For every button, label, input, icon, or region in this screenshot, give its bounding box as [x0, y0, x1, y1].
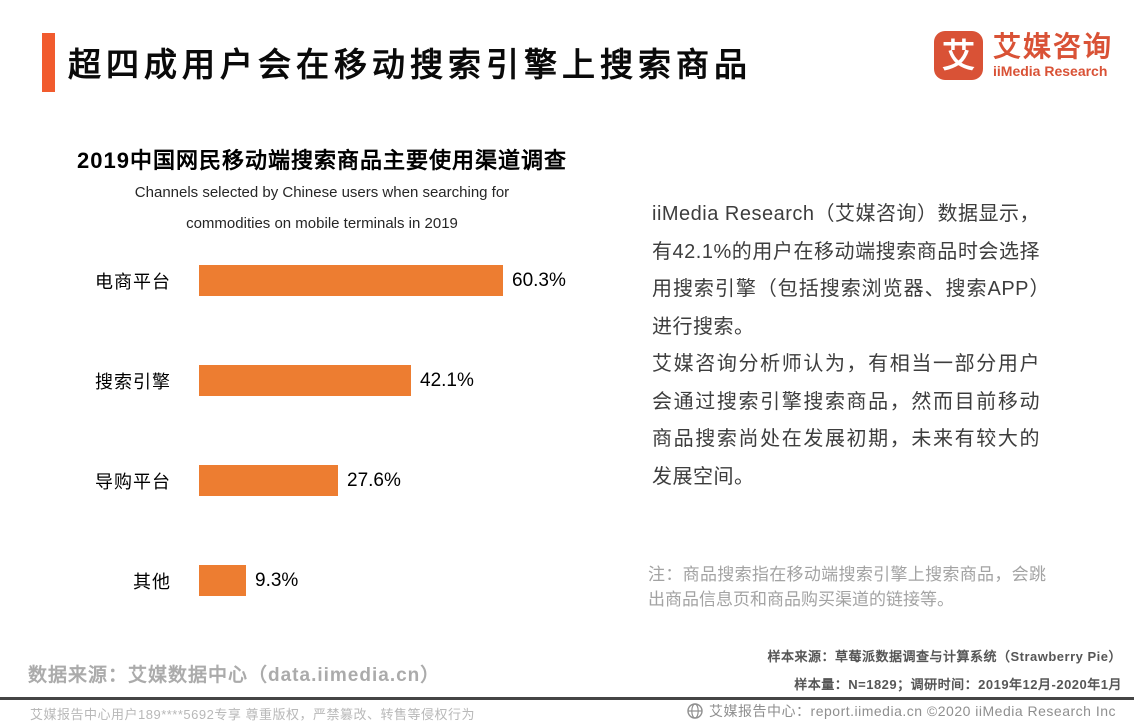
chart-subtitle-line-1: Channels selected by Chinese users when …	[134, 184, 510, 201]
brand-name-en: iiMedia Research	[993, 62, 1108, 79]
data-source-line: 数据来源：艾媒数据中心（data.iimedia.cn）	[28, 665, 441, 686]
analysis-paragraph-2: 艾媒咨询分析师认为，有相当一部分用户会通过搜索引擎搜索商品，然而目前移动商品搜索…	[652, 353, 1040, 488]
brand-logo: 艾 艾媒咨询 iiMedia Research	[934, 31, 1113, 80]
footer-brand-text: 艾媒报告中心：report.iimedia.cn ©2020 iiMedia R…	[709, 703, 1116, 719]
chart-row: 电商平台 60.3%	[0, 265, 620, 296]
footnote: 注：商品搜索指在移动端搜索引擎上搜索商品，会跳出商品信息页和商品购买渠道的链接等…	[648, 565, 1046, 609]
bar-category-label: 其他	[133, 571, 171, 592]
sample-source-line: 样本来源：草莓派数据调查与计算系统（Strawberry Pie）	[767, 649, 1122, 664]
analysis-paragraph-1: iiMedia Research（艾媒咨询）数据显示，有42.1%的用户在移动端…	[652, 203, 1041, 338]
footer-divider	[0, 697, 1134, 700]
chart-title: 2019中国网民移动端搜索商品主要使用渠道调查	[77, 148, 567, 173]
iimedia-logo-icon: 艾	[934, 31, 983, 80]
page-title: 超四成用户会在移动搜索引擎上搜索商品	[68, 46, 752, 83]
brand-name-cn: 艾媒咨询	[993, 30, 1114, 62]
chart-subtitle-en: Channels selected by Chinese users when …	[62, 177, 582, 239]
bar-value-label: 60.3%	[512, 269, 566, 291]
bar-category-label: 搜索引擎	[95, 371, 171, 392]
bar-value-label: 9.3%	[255, 569, 299, 591]
analysis-text: iiMedia Research（艾媒咨询）数据显示，有42.1%的用户在移动端…	[652, 196, 1040, 496]
title-accent-bar	[42, 33, 55, 92]
chart-row: 其他 9.3%	[0, 565, 620, 596]
brand-logo-text: 艾媒咨询 iiMedia Research	[993, 30, 1114, 80]
bar	[199, 265, 503, 296]
bar	[199, 465, 338, 496]
bar-category-label: 电商平台	[95, 271, 171, 292]
bar	[199, 565, 246, 596]
footer-brand-line: 艾媒报告中心：report.iimedia.cn ©2020 iiMedia R…	[687, 701, 1116, 721]
bar-chart: 电商平台 60.3% 搜索引擎 42.1% 导购平台 27.6% 其他 9.3%	[0, 265, 620, 605]
footer-watermark: 艾媒报告中心用户189****5692专享 尊重版权，严禁篡改、转售等侵权行为	[30, 707, 475, 722]
bar-category-label: 导购平台	[95, 471, 171, 492]
chart-subtitle-line-2: commodities on mobile terminals in 2019	[186, 215, 458, 232]
bar	[199, 365, 411, 396]
sample-size-line: 样本量：N=1829；调研时间：2019年12月-2020年1月	[794, 677, 1122, 692]
bar-value-label: 42.1%	[420, 369, 474, 391]
sample-info: 样本来源：草莓派数据调查与计算系统（Strawberry Pie） 样本量：N=…	[767, 643, 1122, 699]
chart-row: 导购平台 27.6%	[0, 465, 620, 496]
globe-icon	[687, 703, 703, 719]
bar-value-label: 27.6%	[347, 469, 401, 491]
chart-row: 搜索引擎 42.1%	[0, 365, 620, 396]
